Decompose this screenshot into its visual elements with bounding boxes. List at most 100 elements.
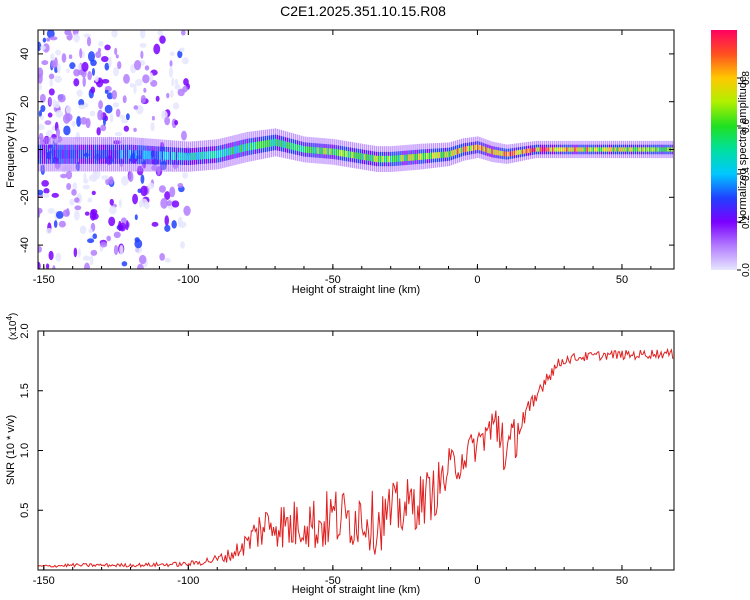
ridge-core-cell: [349, 151, 352, 158]
noise-cell: [98, 40, 104, 47]
snr-x-label: Height of straight line (km): [292, 584, 420, 596]
ridge-core-cell: [50, 149, 52, 159]
noise-cell: [72, 182, 78, 191]
ridge-core-cell: [422, 153, 424, 160]
noise-cell: [164, 224, 171, 232]
ridge-core-cell: [588, 147, 590, 152]
noise-cell: [109, 198, 114, 206]
ridge-core-cell: [475, 144, 477, 151]
noise-cell: [100, 55, 109, 63]
noise-cell: [78, 98, 85, 107]
ridge-core-cell: [88, 149, 90, 159]
ridge-core-cell: [408, 154, 410, 161]
ridge-core-cell: [373, 155, 376, 162]
ridge-core-cell: [446, 151, 449, 158]
noise-cell: [149, 72, 154, 82]
ridge-core-cell: [547, 147, 550, 152]
ridge-core-cell: [651, 147, 653, 152]
ridge-core-cell: [491, 149, 493, 155]
ridge-core-cell: [230, 147, 232, 155]
ridge-core-cell: [390, 155, 392, 163]
noise-cell: [119, 244, 124, 255]
noise-cell: [89, 210, 97, 221]
ridge-core-cell: [90, 149, 93, 159]
snr-plot-area: [38, 331, 674, 570]
ridge-core-cell: [363, 153, 366, 161]
noise-cell: [49, 36, 58, 41]
ridge-core-cell: [52, 149, 54, 159]
noise-cell: [38, 124, 45, 131]
noise-cell: [135, 78, 143, 87]
noise-cell: [119, 114, 126, 119]
noise-cell: [46, 37, 51, 42]
noise-cell: [69, 62, 76, 70]
snr-x-tick-label: -50: [325, 575, 341, 587]
ridge-core-cell: [78, 149, 80, 159]
snr-x-ticks: -150 -100 -50 0 50: [33, 331, 652, 587]
noise-cell: [151, 221, 159, 227]
ridge-core-cell: [574, 147, 576, 152]
ridge-core-cell: [545, 147, 548, 152]
ridge-core-cell: [394, 155, 396, 162]
ridge-core-cell: [473, 145, 475, 151]
noise-cell: [88, 228, 93, 234]
ridge-core-cell: [290, 142, 293, 150]
noise-cell: [120, 217, 127, 224]
ridge-core-cell: [398, 155, 400, 162]
noise-cell: [54, 75, 62, 83]
noise-cell: [82, 255, 91, 261]
noise-cell: [48, 250, 54, 261]
spectrogram-x-ticks: -150 -100 -50 0 50: [33, 30, 652, 286]
ridge-core-cell: [224, 148, 226, 157]
noise-cell: [94, 75, 99, 83]
noise-cell: [169, 51, 175, 57]
ridge-core-cell: [647, 147, 649, 152]
noise-cell: [64, 30, 72, 36]
noise-cell: [42, 37, 47, 43]
snr-y-label: SNR (10 * v/v): [5, 415, 17, 485]
ridge-core-cell: [108, 149, 111, 159]
noise-cell: [108, 56, 112, 68]
ridge-core-cell: [315, 147, 317, 154]
noise-cell: [71, 120, 76, 127]
ridge-core-cell: [133, 150, 135, 159]
noise-cell: [174, 83, 181, 90]
ridge-core-cell: [250, 142, 252, 151]
colorbar-tick-label: 0.6: [741, 119, 750, 133]
noise-cell: [166, 92, 170, 99]
snr-scale-factor: (x104): [5, 313, 19, 340]
ridge-core-cell: [519, 149, 522, 155]
ridge-core-cell: [297, 144, 299, 152]
ridge-core-cell: [620, 147, 623, 152]
ridge-core-cell: [254, 142, 256, 150]
noise-cell: [79, 48, 83, 59]
noise-cell: [52, 265, 56, 269]
noise-cell: [111, 90, 118, 100]
ridge-core-cell: [86, 149, 88, 159]
ridge-core-cell: [347, 151, 350, 158]
noise-cell: [92, 233, 98, 240]
noise-cell: [73, 247, 78, 258]
noise-cell: [182, 85, 188, 93]
noise-cell: [169, 186, 176, 198]
ridge-core-cell: [525, 148, 528, 154]
ridge-core-cell: [38, 149, 40, 159]
spectrogram-panel: -150 -100 -50 0 50 -40 -20 0 20 40 Height of str…: [5, 29, 675, 296]
ridge-core-cell: [434, 152, 437, 159]
ridge-core-cell: [643, 147, 645, 152]
ridge-core-cell: [307, 146, 309, 153]
noise-cell: [140, 50, 144, 59]
ridge-core-cell: [210, 151, 212, 159]
ridge-core-cell: [260, 141, 262, 149]
ridge-core-cell: [309, 146, 311, 154]
ridge-core-cell: [375, 155, 378, 163]
ridge-core-cell: [80, 149, 82, 159]
ridge-core-cell: [388, 155, 390, 163]
ridge-core-cell: [596, 147, 598, 152]
ridge-core-cell: [232, 146, 234, 155]
spectrogram-x-tick-label: -150: [33, 274, 55, 286]
ridge-core-cell: [301, 145, 303, 153]
noise-cell: [87, 70, 92, 81]
ridge-core-cell: [270, 139, 273, 147]
ridge-core-cell: [351, 151, 354, 159]
